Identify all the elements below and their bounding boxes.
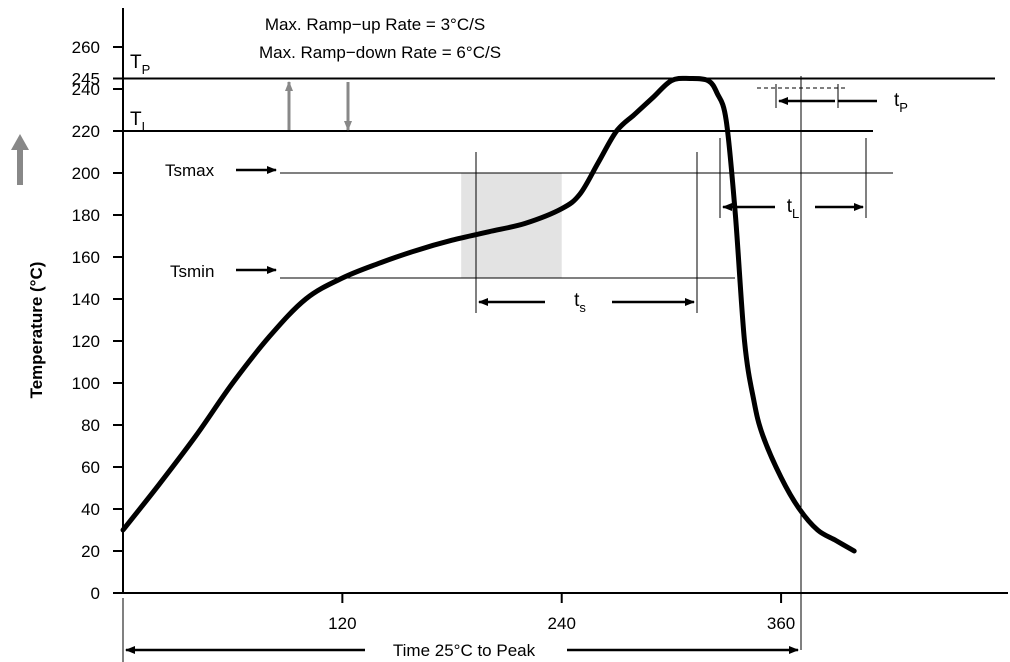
y-axis-label: Temperature (°C) [27, 262, 46, 399]
x-ticks: 120 240 360 [328, 593, 795, 633]
x-axis-label: Time 25°C to Peak [393, 641, 536, 660]
y-tick-label: 40 [81, 500, 100, 519]
x-tick-label: 240 [548, 614, 576, 633]
y-tick-label: 100 [72, 374, 100, 393]
series-line-temperature [120, 75, 857, 554]
y-tick-label: 220 [72, 122, 100, 141]
tl-duration-label: tL [787, 196, 800, 221]
y-tick-label: 240 [72, 80, 100, 99]
temperature-up-arrow-icon [11, 134, 29, 185]
reference-lines [123, 77, 995, 279]
x-tick-label: 360 [767, 614, 795, 633]
ramp-down-label: Max. Ramp−down Rate = 6°C/S [259, 43, 501, 62]
x-tick-label: 120 [328, 614, 356, 633]
axes [122, 8, 1008, 594]
y-tick-label: 20 [81, 542, 100, 561]
y-tick-label: 140 [72, 290, 100, 309]
y-tick-label: 0 [91, 584, 100, 603]
y-tick-label: 120 [72, 332, 100, 351]
tp-duration-label: tP [894, 90, 908, 115]
ts-label: ts [574, 290, 586, 315]
tsmax-label: Tsmax [165, 161, 215, 180]
tsmin-label: Tsmin [170, 262, 214, 281]
y-tick-label: 200 [72, 164, 100, 183]
y-tick-label: 245 [72, 70, 100, 89]
tl-label: TL [130, 109, 149, 134]
ramp-up-label: Max. Ramp−up Rate = 3°C/S [265, 15, 485, 34]
y-tick-label: 160 [72, 248, 100, 267]
y-tick-label: 180 [72, 206, 100, 225]
tp-label: TP [130, 52, 150, 77]
y-tick-label: 80 [81, 416, 100, 435]
y-tick-label: 260 [72, 38, 100, 57]
y-tick-label: 60 [81, 458, 100, 477]
